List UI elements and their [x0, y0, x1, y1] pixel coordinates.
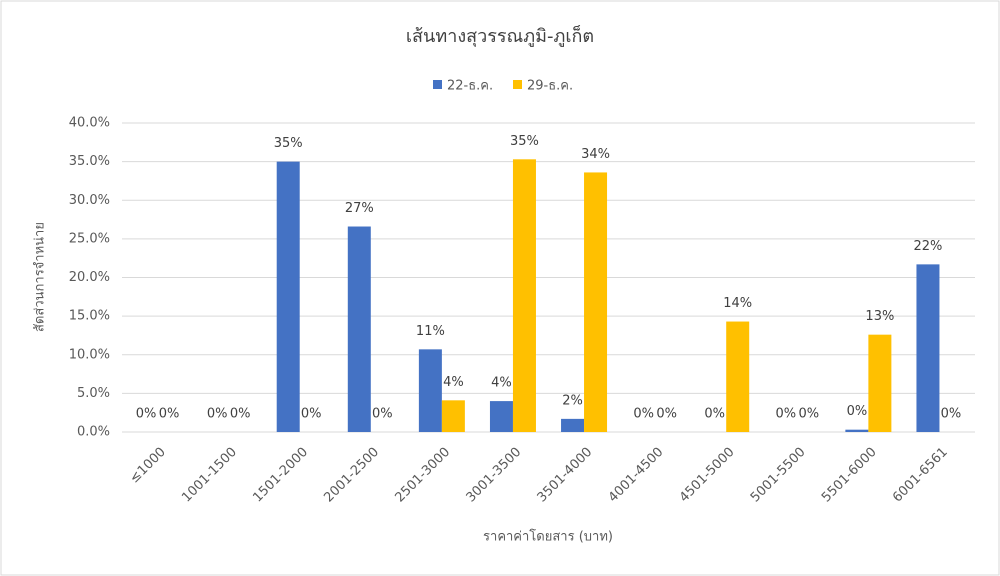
y-tick-label: 30.0%: [69, 193, 110, 208]
value-label: 4%: [443, 375, 464, 390]
bar: [489, 401, 513, 432]
legend-swatch: [513, 80, 522, 89]
value-label: 27%: [345, 201, 374, 216]
value-label: 0%: [136, 407, 157, 422]
value-label: 34%: [581, 147, 610, 162]
value-label: 35%: [510, 134, 539, 149]
value-label: 2%: [562, 393, 583, 408]
legend-label: 29-ธ.ค.: [527, 79, 573, 94]
bar: [418, 349, 442, 432]
value-label: 0%: [775, 407, 796, 422]
value-label: 0%: [656, 407, 677, 422]
bar: [845, 429, 869, 432]
y-tick-label: 0.0%: [77, 425, 110, 440]
value-label: 0%: [798, 407, 819, 422]
value-label: 11%: [416, 324, 445, 339]
y-tick-label: 35.0%: [69, 154, 110, 169]
value-label: 0%: [633, 407, 654, 422]
chart-title: เส้นทางสุวรรณภูมิ-ภูเก็ต: [406, 24, 594, 47]
bar: [347, 226, 371, 432]
y-tick-label: 25.0%: [69, 231, 110, 246]
value-label: 0%: [847, 404, 868, 419]
y-tick-label: 20.0%: [69, 270, 110, 285]
value-label: 0%: [941, 407, 962, 422]
value-label: 35%: [274, 136, 303, 151]
value-label: 0%: [301, 407, 322, 422]
y-tick-label: 5.0%: [77, 386, 110, 401]
bar: [584, 172, 608, 432]
bar: [276, 161, 300, 432]
legend-swatch: [433, 80, 442, 89]
value-label: 4%: [491, 376, 512, 391]
bar: [561, 418, 585, 432]
value-label: 0%: [230, 407, 251, 422]
value-label: 0%: [159, 407, 180, 422]
value-label: 0%: [372, 407, 393, 422]
y-tick-label: 10.0%: [69, 347, 110, 362]
x-axis-title: ราคาค่าโดยสาร (บาท): [483, 529, 613, 545]
bar: [441, 400, 465, 432]
y-tick-label: 40.0%: [69, 116, 110, 131]
value-label: 0%: [207, 407, 228, 422]
bar: [512, 159, 536, 432]
value-label: 14%: [723, 296, 752, 311]
value-label: 0%: [704, 407, 725, 422]
y-tick-label: 15.0%: [69, 309, 110, 324]
value-label: 13%: [865, 309, 894, 324]
bar: [916, 264, 940, 432]
legend-label: 22-ธ.ค.: [447, 79, 493, 94]
y-axis-title: สัดส่วนการจำหน่าย: [33, 222, 48, 332]
bar: [868, 334, 892, 432]
value-label: 22%: [914, 239, 943, 254]
bar: [726, 321, 750, 432]
